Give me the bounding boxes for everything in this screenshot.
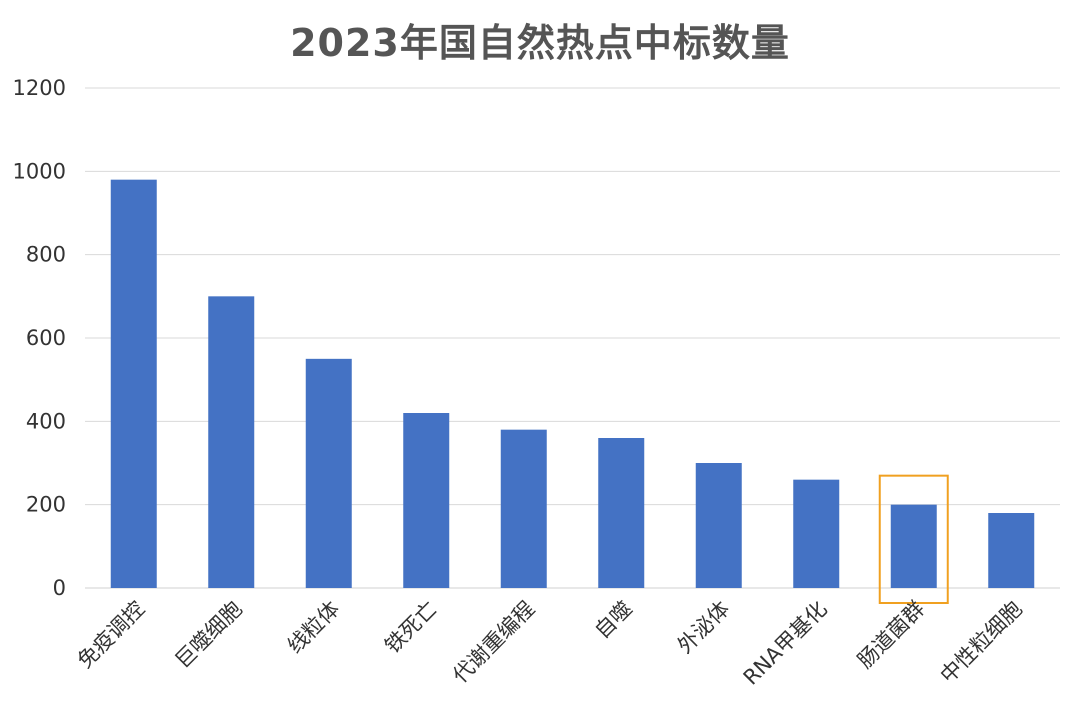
bar — [890, 504, 937, 588]
highlight-frame — [878, 474, 949, 604]
bar — [793, 479, 840, 588]
bar — [988, 513, 1035, 588]
bar — [305, 358, 352, 588]
bar — [403, 413, 450, 588]
x-category-label: 铁死亡 — [380, 597, 442, 659]
y-tick-label: 0 — [53, 576, 66, 600]
x-category-label: RNA甲基化 — [739, 597, 832, 690]
bar — [695, 463, 742, 588]
bar — [208, 296, 255, 588]
bar — [598, 438, 645, 588]
x-category-label: 代谢重编程 — [448, 597, 539, 688]
y-tick-label: 400 — [26, 409, 66, 433]
x-category-label: 免疫调控 — [73, 597, 149, 673]
x-category-label: 中性粒细胞 — [936, 597, 1027, 688]
x-category-label: 线粒体 — [283, 597, 345, 659]
y-axis-ticks: 0 200 400 600 800 1000 1200 — [13, 76, 66, 600]
bars — [110, 179, 1035, 588]
x-category-label: 肠道菌群 — [853, 597, 929, 673]
bar — [110, 179, 157, 588]
highlight-box — [878, 474, 949, 604]
chart-title: 2023年国自然热点中标数量 — [290, 21, 790, 65]
x-category-label: 巨噬细胞 — [170, 597, 246, 673]
x-axis-labels: 免疫调控 巨噬细胞 线粒体 铁死亡 代谢重编程 自噬 外泌体 RNA甲基化 肠道菌群 中性粒细胞 — [73, 597, 1027, 690]
x-category-label: 外泌体 — [673, 597, 735, 659]
y-tick-label: 600 — [26, 326, 66, 350]
x-category-label: 自噬 — [590, 597, 637, 644]
y-tick-label: 1000 — [13, 159, 66, 183]
bar — [500, 429, 547, 588]
y-tick-label: 800 — [26, 243, 66, 267]
y-tick-label: 200 — [26, 493, 66, 517]
y-tick-label: 1200 — [13, 76, 66, 100]
